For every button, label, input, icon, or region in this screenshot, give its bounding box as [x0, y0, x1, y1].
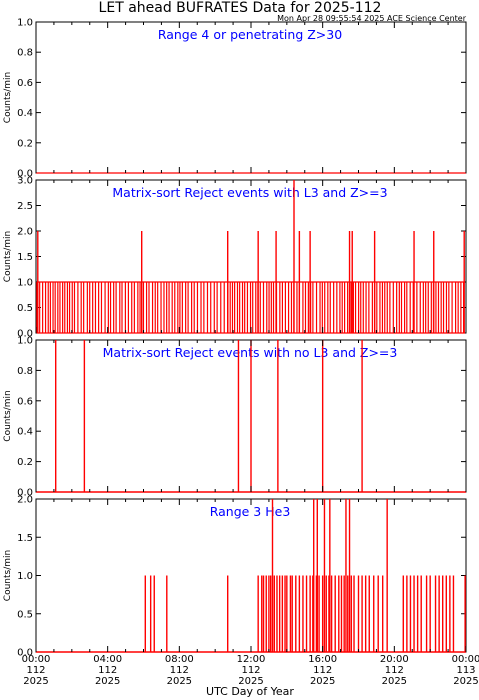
- chart-title: LET ahead BUFRATES Data for 2025-112: [99, 0, 382, 16]
- x-tick-label-doy: 112: [170, 665, 189, 676]
- x-tick-label-time: 00:00: [22, 654, 51, 665]
- x-tick-label-doy: 113: [456, 665, 475, 676]
- x-axis-label: UTC Day of Year: [206, 685, 294, 698]
- x-tick-label-time: 12:00: [237, 654, 266, 665]
- panel-frame: [35, 21, 467, 174]
- x-tick-label-time: 20:00: [380, 654, 409, 665]
- x-tick-label-doy: 112: [26, 665, 45, 676]
- y-tick-label: 0.6: [17, 396, 33, 407]
- panel-1: 0.0 0.2 0.4 0.6 0.8 1.0 Counts/min Range 4 or p…: [3, 18, 467, 180]
- y-tick-label: 1.5: [17, 252, 33, 263]
- y-tick-label: 0.2: [17, 138, 33, 149]
- y-tick-label: 2.0: [17, 495, 33, 506]
- panel-frame: [35, 498, 467, 653]
- y-tick-label: 0.8: [17, 366, 33, 377]
- y-tick-label: 1.0: [17, 571, 33, 582]
- y-axis-label: Counts/min: [3, 72, 13, 123]
- y-tick-label: 1.0: [17, 278, 33, 289]
- panel-4: 0.0 0.5 1.0 1.5 2.0 Counts/min Range 3 He3: [3, 495, 467, 659]
- y-tick-label: 1.5: [17, 533, 33, 544]
- y-tick-label: 1.0: [17, 336, 33, 347]
- panel-title: Matrix-sort Reject events with L3 and Z>…: [112, 185, 387, 200]
- panel-title: Matrix-sort Reject events with no L3 and…: [103, 345, 398, 360]
- y-axis-label: Counts/min: [3, 550, 13, 601]
- x-tick-label-year: 2025: [238, 676, 263, 687]
- y-tick-label: 2.0: [17, 227, 33, 238]
- x-tick-label-time: 00:00: [452, 654, 479, 665]
- x-tick-label-time: 04:00: [93, 654, 122, 665]
- x-tick-label-doy: 112: [98, 665, 117, 676]
- y-tick-label: 3.0: [17, 176, 33, 187]
- y-tick-label: 0.2: [17, 457, 33, 468]
- x-tick-label-doy: 112: [313, 665, 332, 676]
- timestamp: Mon Apr 28 09:55:54 2025 ACE Science Cen…: [277, 14, 467, 23]
- x-tick-label-time: 16:00: [308, 654, 337, 665]
- y-tick-label: 0.4: [17, 108, 33, 119]
- x-tick-label-year: 2025: [382, 676, 407, 687]
- x-tick-label-year: 2025: [23, 676, 48, 687]
- y-tick-label: 0.5: [17, 609, 33, 620]
- y-tick-label: 0.8: [17, 48, 33, 59]
- y-tick-label: 0.0: [17, 648, 33, 659]
- y-tick-label: 0.0: [17, 488, 33, 499]
- x-tick-label-doy: 112: [385, 665, 404, 676]
- y-axis-label: Counts/min: [3, 231, 13, 282]
- y-tick-label: 0.6: [17, 78, 33, 89]
- x-tick-label-doy: 112: [241, 665, 260, 676]
- x-tick-label-year: 2025: [167, 676, 192, 687]
- y-tick-label: 0.5: [17, 303, 33, 314]
- y-tick-label: 0.0: [17, 169, 33, 180]
- y-tick-label: 0.0: [17, 329, 33, 340]
- x-tick-label-year: 2025: [453, 676, 478, 687]
- panel-2: 0.0 0.5 1.0 1.5 2.0 2.5 3.0 Counts/min Matrix-so…: [3, 176, 467, 340]
- panel-3: 0.0 0.2 0.4 0.6 0.8 1.0 Counts/min Matrix-sort …: [3, 336, 467, 499]
- y-axis-label: Counts/min: [3, 390, 13, 441]
- y-tick-label: 2.5: [17, 201, 33, 212]
- y-tick-label: 0.4: [17, 427, 33, 438]
- panel-title: Range 3 He3: [210, 504, 291, 519]
- x-tick-label-year: 2025: [95, 676, 120, 687]
- x-tick-label-year: 2025: [310, 676, 335, 687]
- y-tick-label: 1.0: [17, 18, 33, 29]
- panel-title: Range 4 or penetrating Z>30: [158, 27, 342, 42]
- x-tick-label-time: 08:00: [165, 654, 194, 665]
